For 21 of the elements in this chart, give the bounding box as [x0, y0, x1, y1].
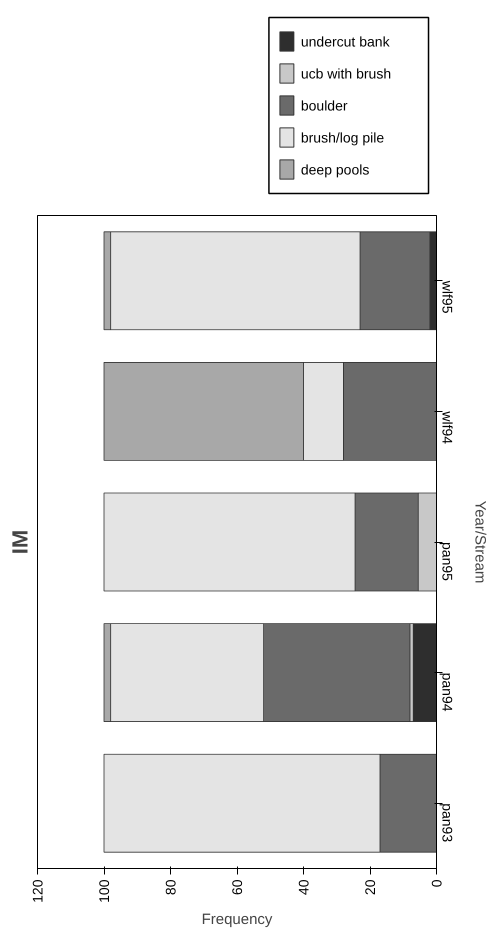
x-axis-title: Frequency — [202, 910, 273, 928]
legend-label: deep pools — [300, 162, 370, 178]
legend-label: undercut bank — [300, 34, 391, 50]
x-tick-label: 80 — [162, 879, 178, 896]
text: IM — [8, 530, 32, 554]
x-tick-label: 100 — [96, 879, 112, 903]
x-tick-label: 20 — [362, 879, 378, 896]
x-tick-label: 40 — [296, 879, 312, 896]
y-tick-label: pan93 — [440, 803, 456, 842]
y-tick-label: wlf95 — [440, 280, 456, 314]
y-axis-title: Year/Stream — [472, 500, 488, 584]
y-tick-label: pan94 — [440, 672, 456, 712]
bar — [412, 623, 436, 722]
x-tick-label: 0 — [428, 879, 444, 888]
y-tick-label: pan95 — [440, 542, 456, 582]
legend-label: ucb with brush — [300, 66, 392, 82]
legend-label: brush/log pile — [300, 130, 384, 146]
x-tick-label: 120 — [30, 879, 46, 903]
legend-label: boulder — [300, 98, 348, 114]
y-tick-label: wlf94 — [440, 410, 456, 444]
x-tick-label: 60 — [229, 879, 245, 896]
